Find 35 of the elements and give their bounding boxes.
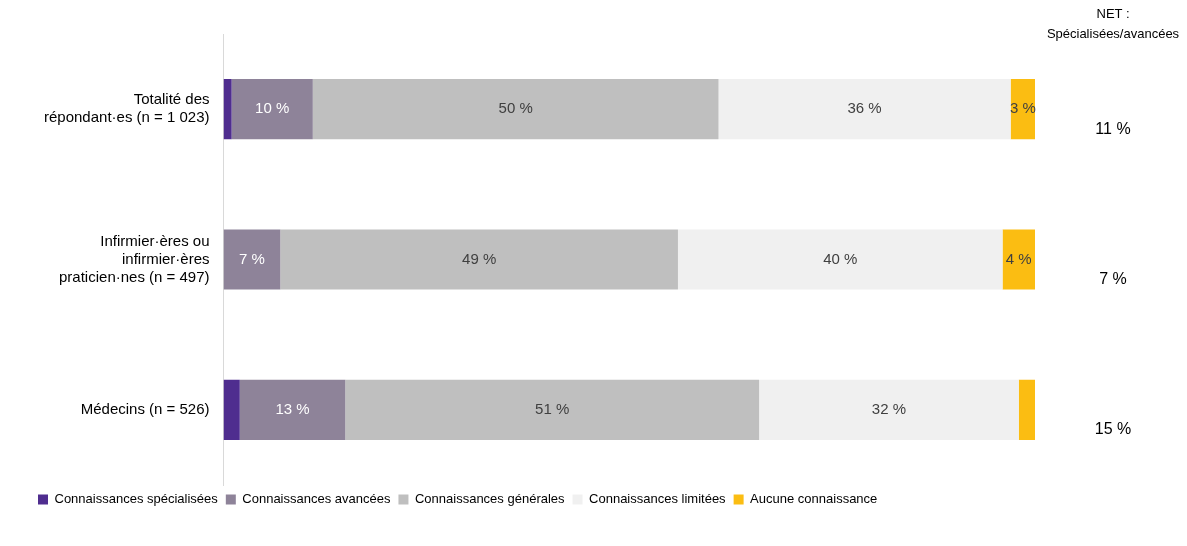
bar [1002, 229, 1035, 290]
y-tick-label: Médecins (n = 526) [80, 399, 210, 417]
bar [677, 229, 1003, 290]
y-tick-label: Totalité des répondant·es (n = 1 023) [44, 90, 210, 126]
data-label: 50 % [498, 99, 533, 117]
text: NET : Spécialisées/avancées [1046, 5, 1180, 41]
bar [280, 229, 678, 290]
bar [312, 79, 719, 140]
text: 11 % [1095, 119, 1131, 137]
legend-label: Aucune connaissance [750, 491, 878, 507]
data-label: 4 % [1005, 249, 1032, 267]
legend-label: Connaissances spécialisées [54, 491, 219, 507]
text: 7 % [1099, 269, 1127, 287]
data-label: 10 % [255, 99, 290, 117]
legend-label: Connaissances avancées [242, 491, 391, 507]
text: 15 % [1094, 420, 1132, 438]
y-tick-label: Infirmier·ères ou infirmier·ères praticien·nes (n = 497) [59, 231, 210, 285]
bar [223, 229, 281, 290]
data-label: 36 % [847, 99, 882, 117]
bar [239, 379, 346, 440]
bar [345, 379, 760, 440]
legend-label: Connaissances générales [414, 491, 566, 507]
data-label: 32 % [871, 399, 907, 417]
bar [718, 79, 1011, 140]
data-label: 51 % [535, 399, 570, 417]
data-label: 40 % [823, 249, 858, 267]
bar [1018, 379, 1035, 440]
bar [231, 79, 313, 140]
data-label: 13 % [275, 399, 310, 417]
bar [759, 379, 1019, 440]
data-label: 7 % [239, 249, 265, 267]
legend-label: Connaissances limitées [589, 491, 727, 507]
data-label: 49 % [462, 249, 497, 267]
bar [223, 379, 240, 440]
bar [223, 79, 232, 140]
